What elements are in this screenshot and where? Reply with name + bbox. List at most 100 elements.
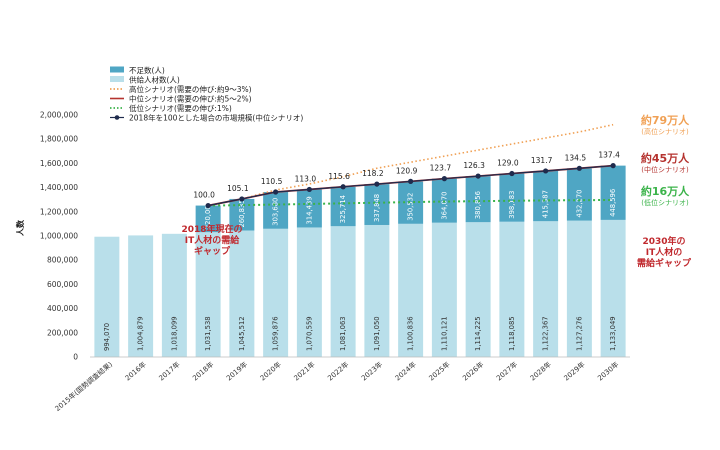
y-tick-label: 1,800,000 [40,135,78,144]
legend: 不足数(人)供給人材数(人)高位シナリオ(需要の伸び:約9〜3%)中位シナリオ(… [110,65,303,122]
shortage-bar [195,205,221,233]
y-tick-label: 1,400,000 [40,183,78,192]
x-tick-label: 2024年 [393,360,418,383]
supply-value-label: 994,070 [103,323,111,351]
market-index-label: 131.7 [531,156,553,165]
market-index-point [610,163,616,169]
market-index-label: 126.3 [463,161,485,170]
low-scenario-gap: 約16万人 [641,184,690,198]
x-tick-label: 2029年 [562,360,587,383]
shortage-bar [566,168,592,221]
shortage-bar [263,192,289,229]
supply-bar [296,227,322,357]
market-index-label: 129.0 [497,159,519,168]
market-index-point [205,202,211,209]
shortage-value-label: 350,532 [407,193,415,221]
gap-2018-annotation: ギャップ [194,245,231,257]
bars: 994,070 1,004,879 1,018,099 1,031,538 220,00… [90,165,630,358]
supply-value-label: 1,122,367 [542,316,550,351]
gap-2030-annotation: 2030年の [642,235,685,247]
market-index-label: 100.0 [193,191,215,200]
gap-2030-annotation: IT人材の [646,246,683,258]
shortage-value-label: 448,596 [609,189,617,217]
supply-bar [533,221,559,357]
mid-scenario-gap-note: (中位シナリオ) [641,165,689,174]
y-tick-label: 2,000,000 [40,111,78,120]
market-index-label: 118.2 [362,169,384,178]
scenario-lines: 100.0 105.1 110.5 113.0 115.6 118.2 120.9 123.7… [193,123,620,209]
market-index-point [408,178,414,184]
y-axis: 0 200,000 400,000 600,000 800,000 1,000,000 1,… [40,111,78,362]
market-index-label: 134.5 [565,153,587,162]
market-index-label: 110.5 [261,177,283,186]
market-index-point [374,181,380,187]
y-axis-label: 人数 [15,219,25,236]
market-index-point [543,168,549,174]
supply-value-label: 1,004,879 [137,316,145,351]
supply-bar [128,235,154,357]
x-tick-label: 2025年 [427,360,452,383]
supply-value-label: 1,110,121 [440,316,448,351]
gap-2018-annotation: 2018年現在の [181,223,242,235]
shortage-value-label: 325,714 [339,195,347,223]
supply-bar [94,236,120,357]
x-tick-label: 2016年 [123,360,148,383]
shortage-value-label: 380,856 [474,191,482,219]
x-tick-label: 2023年 [359,360,384,383]
market-index-label: 120.9 [396,166,418,175]
legend-label: 供給人材数(人) [129,74,180,84]
supply-value-label: 1,081,063 [339,316,347,351]
x-tick-label: 2027年 [494,360,519,383]
market-index-point [441,176,447,182]
x-tick-label: 2022年 [326,360,351,383]
y-tick-label: 1,600,000 [40,159,78,168]
shortage-bar [600,165,626,220]
supply-bar [566,220,592,357]
market-index-label: 115.6 [328,172,350,181]
supply-bar [229,230,255,357]
x-tick-label: 2026年 [461,360,486,383]
shortage-value-label: 220,000 [204,201,212,229]
annotations: 2018年現在のIT人材の需給ギャップ2030年のIT人材の需給ギャップ約79万… [181,113,692,269]
supply-value-label: 1,059,876 [272,316,280,351]
legend-label: 不足数(人) [129,65,165,75]
shortage-bar [533,170,559,222]
market-index-point [340,184,346,190]
market-index-point [306,186,312,193]
market-index-point [509,170,515,177]
legend-marker [114,115,120,120]
shortage-bar [499,173,525,222]
legend-label: 高位シナリオ(需要の伸び:約9〜3%) [129,84,252,94]
x-tick-label: 2020年 [258,360,283,383]
x-tick-label: 2021年 [292,360,317,383]
y-tick-label: 200,000 [47,328,78,337]
supply-bar [600,219,626,357]
high-scenario-gap-note: (高位シナリオ) [641,127,689,136]
x-tick-label: 2017年 [157,360,182,383]
supply-bar [263,228,289,357]
supply-bar [161,233,187,357]
supply-value-label: 1,031,538 [204,316,212,351]
legend-label: 低位シナリオ(需要の伸び:1%) [129,103,232,113]
x-tick-label: 2019年 [224,360,249,383]
market-index-label: 105.1 [227,184,249,193]
supply-value-label: 1,045,512 [238,316,246,351]
gap-2030-annotation: 需給ギャップ [637,257,692,269]
y-tick-label: 600,000 [47,280,78,289]
mid-scenario-gap: 約45万人 [641,151,690,165]
supply-bar [465,222,491,357]
x-axis: 2015年(国勢調査結果) 2016年 2017年 2018年 2019年 2020年 20… [53,359,620,413]
supply-value-label: 1,070,559 [305,316,313,351]
x-tick-label: 2028年 [528,360,553,383]
x-tick-label: 2018年 [191,360,216,383]
market-index-point [576,165,582,171]
legend-swatch [110,76,124,82]
market-index-point [475,173,481,179]
legend-label: 中位シナリオ(需要の伸び:約5〜2%) [129,93,252,103]
shortage-bar [330,186,356,227]
y-tick-label: 0 [73,353,78,362]
y-tick-label: 1,000,000 [40,232,78,241]
y-tick-label: 1,200,000 [40,207,78,216]
shortage-value-label: 432,270 [575,189,583,217]
